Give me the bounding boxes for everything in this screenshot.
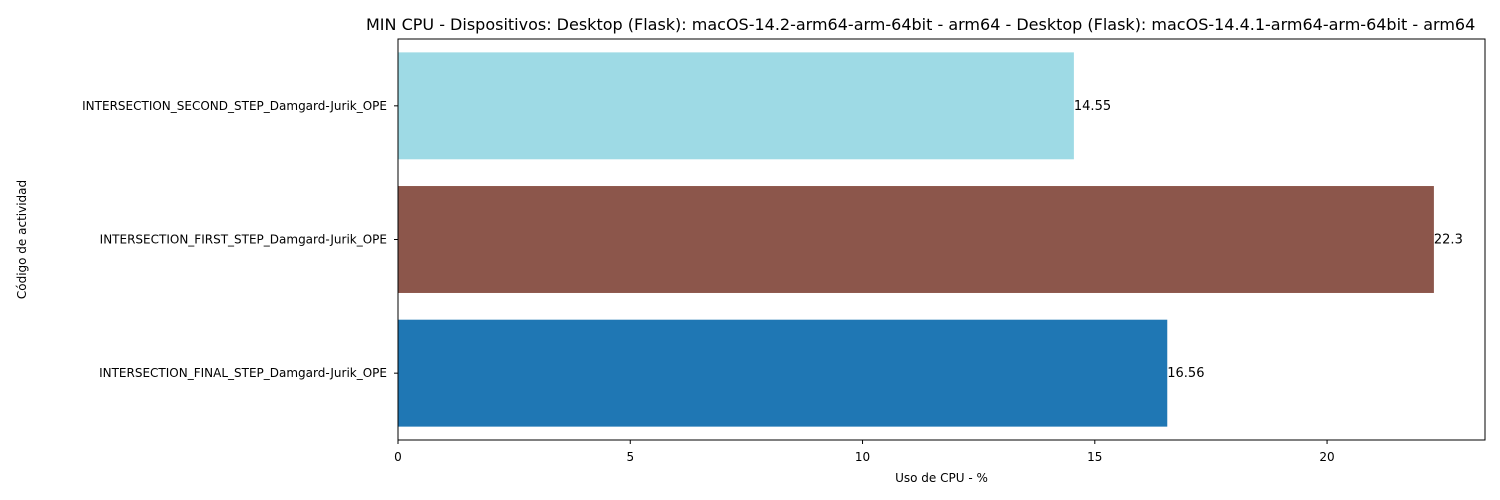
x-axis: 0 5 10 15 20 [394, 440, 1335, 464]
y-tick-label: INTERSECTION_FINAL_STEP_Damgard-Jurik_OP… [99, 366, 387, 380]
y-axis-label: Código de actividad [15, 180, 29, 299]
x-tick-label: 20 [1319, 450, 1334, 464]
x-tick-label: 0 [394, 450, 402, 464]
bar-value-label: 22.3 [1434, 233, 1463, 248]
bar [398, 319, 1168, 427]
chart-title: MIN CPU - Dispositivos: Desktop (Flask):… [366, 15, 1475, 34]
bar [398, 52, 1074, 160]
y-axis: INTERSECTION_FINAL_STEP_Damgard-Jurik_OP… [82, 99, 398, 380]
x-tick-label: 10 [855, 450, 870, 464]
bar [398, 186, 1434, 293]
bar-value-label: 16.56 [1167, 366, 1204, 381]
x-tick-label: 15 [1087, 450, 1102, 464]
y-tick-label: INTERSECTION_FIRST_STEP_Damgard-Jurik_OP… [100, 233, 387, 247]
x-axis-label: Uso de CPU - % [895, 471, 988, 485]
y-tick-label: INTERSECTION_SECOND_STEP_Damgard-Jurik_O… [82, 99, 387, 113]
bar-value-label: 14.55 [1074, 99, 1111, 114]
x-tick-label: 5 [626, 450, 634, 464]
